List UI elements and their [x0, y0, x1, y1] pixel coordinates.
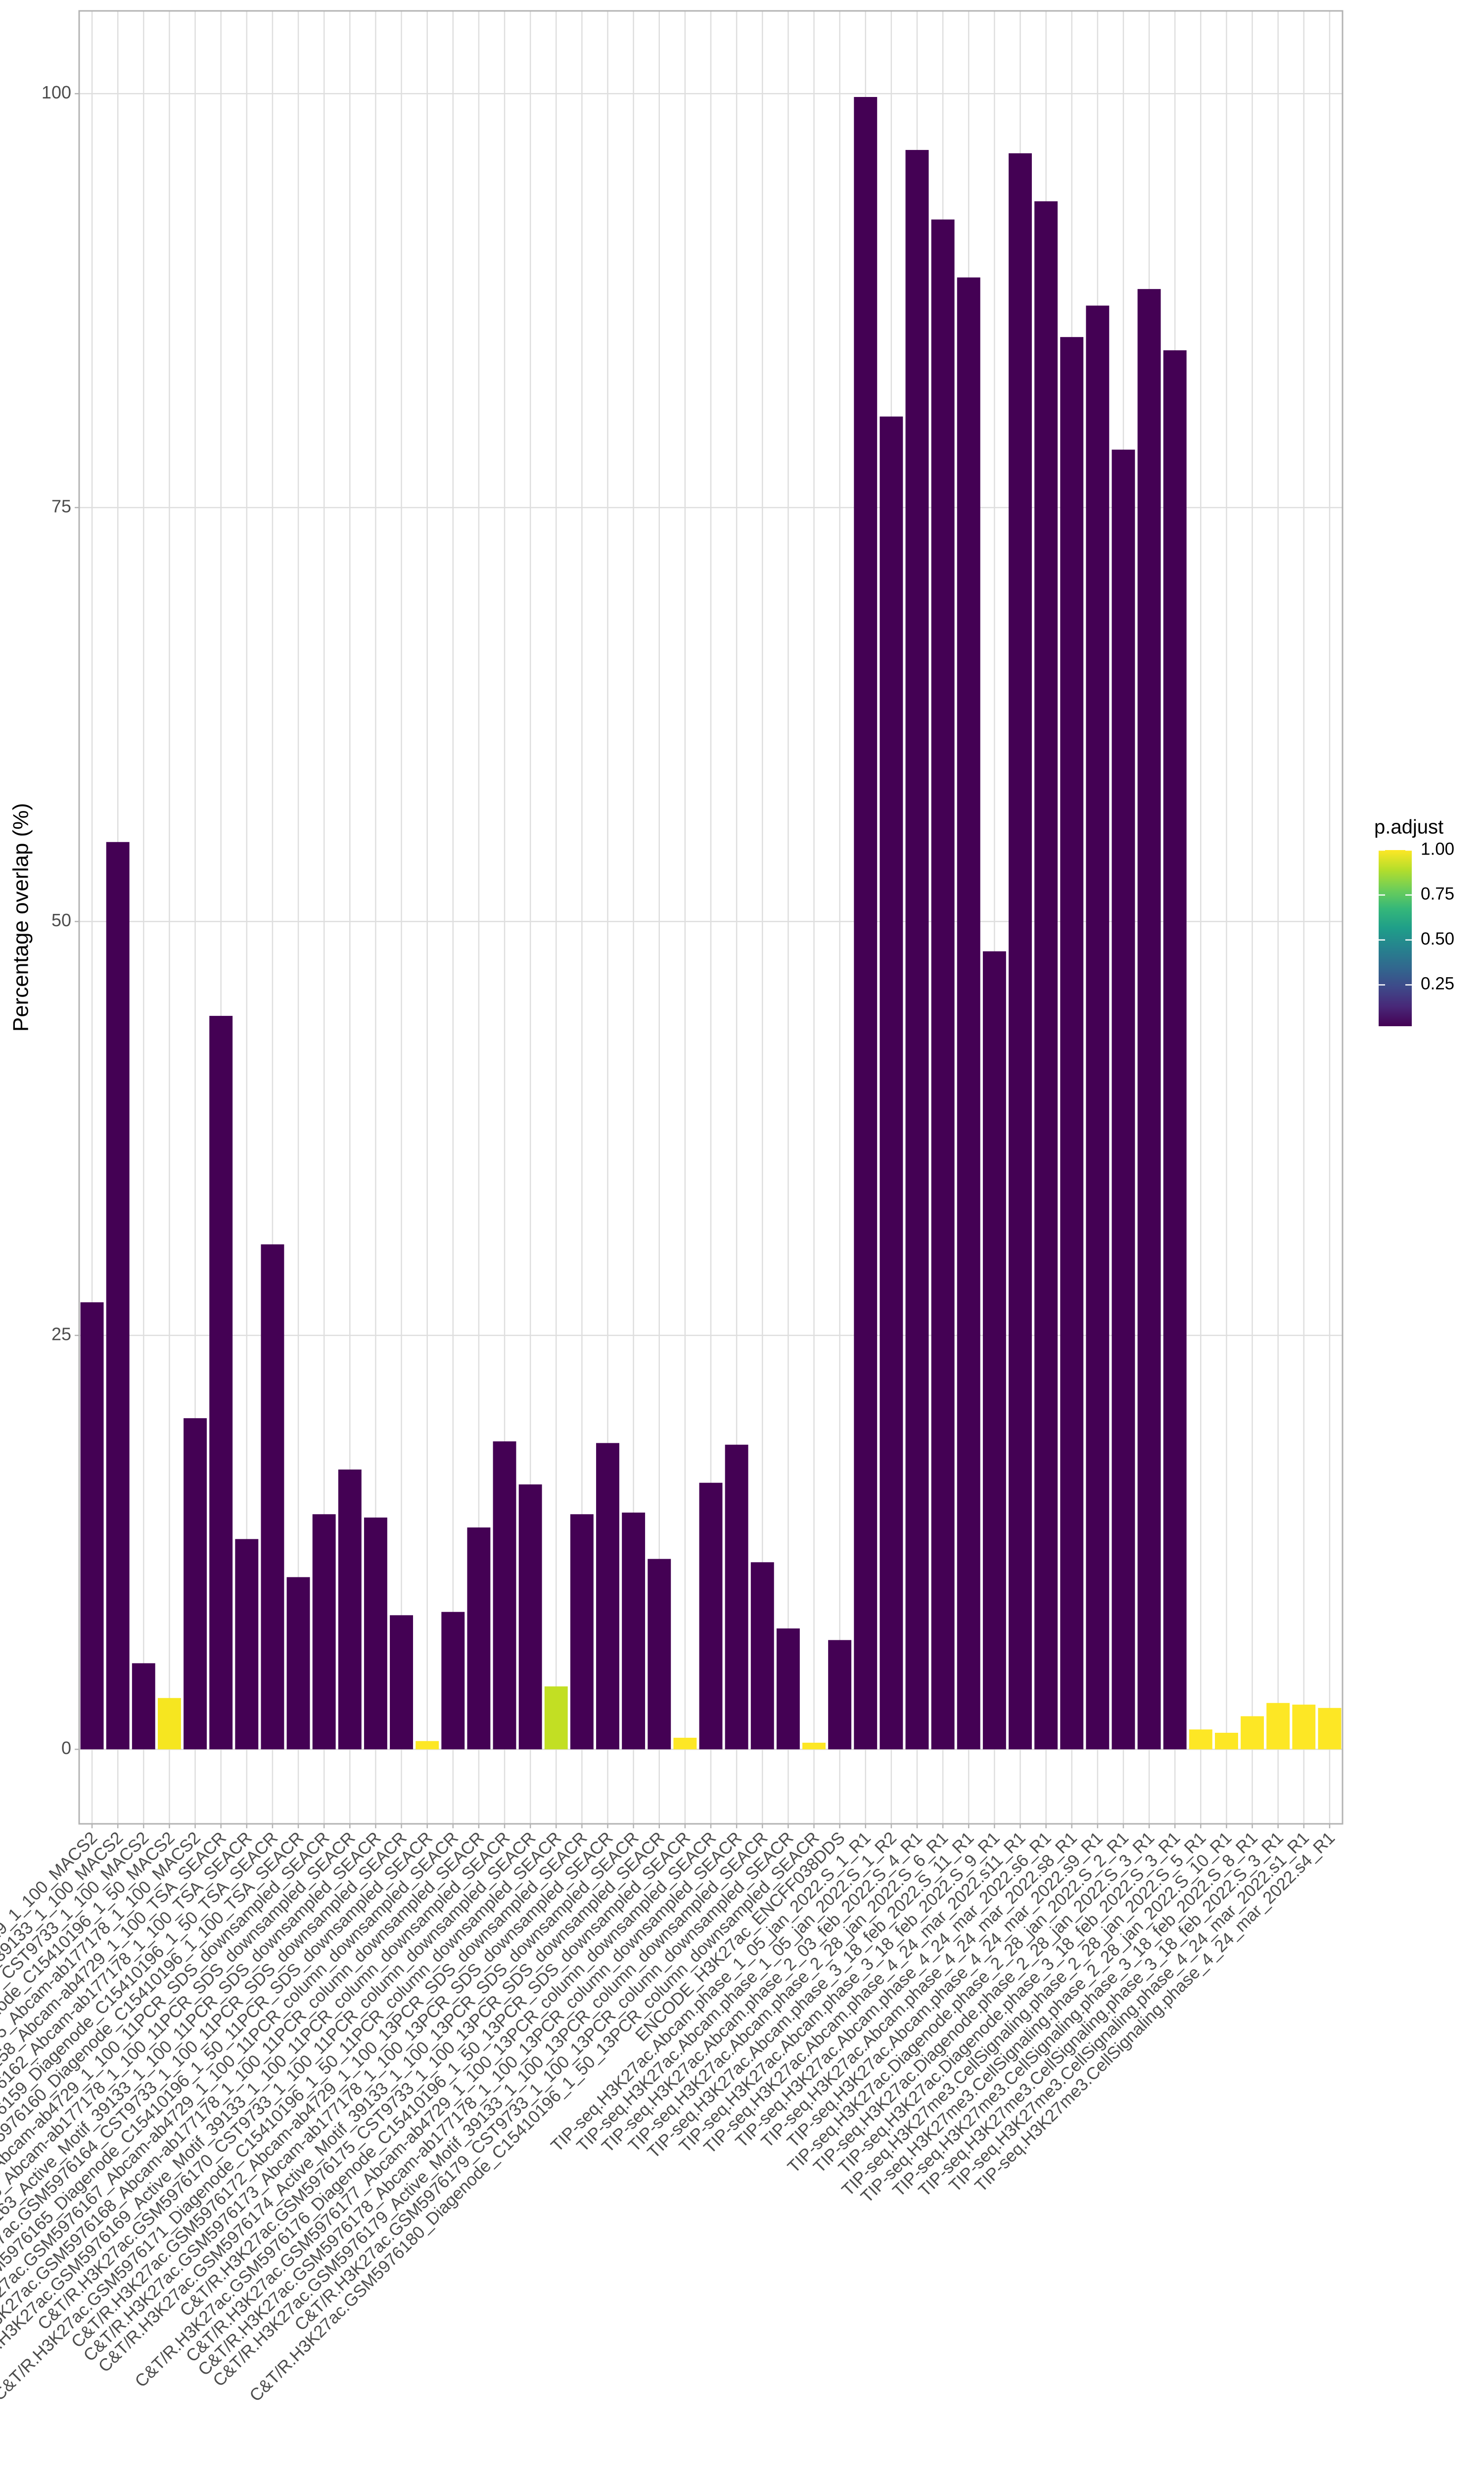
- bar: [416, 1741, 439, 1750]
- bar: [157, 1698, 181, 1750]
- bar: [957, 277, 980, 1750]
- legend-title: p.adjust: [1374, 816, 1443, 838]
- bar: [338, 1469, 362, 1750]
- bar: [80, 1302, 104, 1750]
- bar: [1214, 1732, 1238, 1750]
- bar: [905, 150, 929, 1750]
- bar: [1060, 337, 1084, 1750]
- bar: [286, 1577, 310, 1750]
- bar: [132, 1663, 155, 1750]
- bar: [493, 1441, 516, 1750]
- bar: [854, 96, 878, 1750]
- bar: [828, 1640, 852, 1750]
- panel-border: [78, 10, 1344, 1825]
- bar: [1009, 153, 1032, 1750]
- bar: [261, 1244, 284, 1750]
- bar: [750, 1562, 774, 1750]
- bar: [441, 1612, 465, 1750]
- bar: [1266, 1703, 1290, 1750]
- y-tick-label: 75: [51, 496, 71, 516]
- bar: [106, 842, 130, 1750]
- y-tick-label: 25: [51, 1324, 71, 1344]
- bar: [544, 1686, 568, 1750]
- bar: [622, 1512, 646, 1750]
- y-tick-label: 0: [61, 1738, 71, 1758]
- bar: [1241, 1716, 1264, 1750]
- bar: [931, 219, 955, 1750]
- bar: [235, 1539, 259, 1750]
- bar: [699, 1482, 723, 1750]
- bar: [725, 1444, 748, 1750]
- bar: [880, 416, 903, 1750]
- bar: [776, 1628, 800, 1750]
- y-tick-label: 50: [51, 910, 71, 930]
- colorbar: [1379, 850, 1412, 1026]
- bar: [467, 1527, 491, 1750]
- bar: [596, 1443, 619, 1750]
- bar: [364, 1517, 387, 1750]
- bar: [1318, 1708, 1342, 1750]
- bar: [390, 1615, 413, 1750]
- bar: [1137, 289, 1161, 1750]
- y-tick-label: 100: [42, 82, 71, 102]
- bar: [1112, 449, 1135, 1750]
- bar: [1086, 305, 1110, 1750]
- bar: [982, 951, 1006, 1750]
- colorbar-tick-label: 0.50: [1421, 929, 1454, 949]
- colorbar-tick-label: 0.75: [1421, 884, 1454, 904]
- bar: [1292, 1705, 1316, 1750]
- colorbar-tick-label: 0.25: [1421, 974, 1454, 994]
- bar: [209, 1016, 233, 1750]
- bar: [648, 1559, 671, 1750]
- colorbar-tick-label: 1.00: [1421, 839, 1454, 858]
- bar: [312, 1514, 336, 1750]
- bar: [802, 1743, 826, 1750]
- bar: [184, 1418, 207, 1750]
- bar: [673, 1738, 697, 1750]
- y-axis-label: Percentage overlap (%): [9, 803, 33, 1032]
- bar: [518, 1484, 542, 1750]
- bar: [570, 1514, 594, 1750]
- bar: [1034, 201, 1058, 1750]
- bar: [1189, 1729, 1212, 1750]
- bar: [1163, 350, 1187, 1750]
